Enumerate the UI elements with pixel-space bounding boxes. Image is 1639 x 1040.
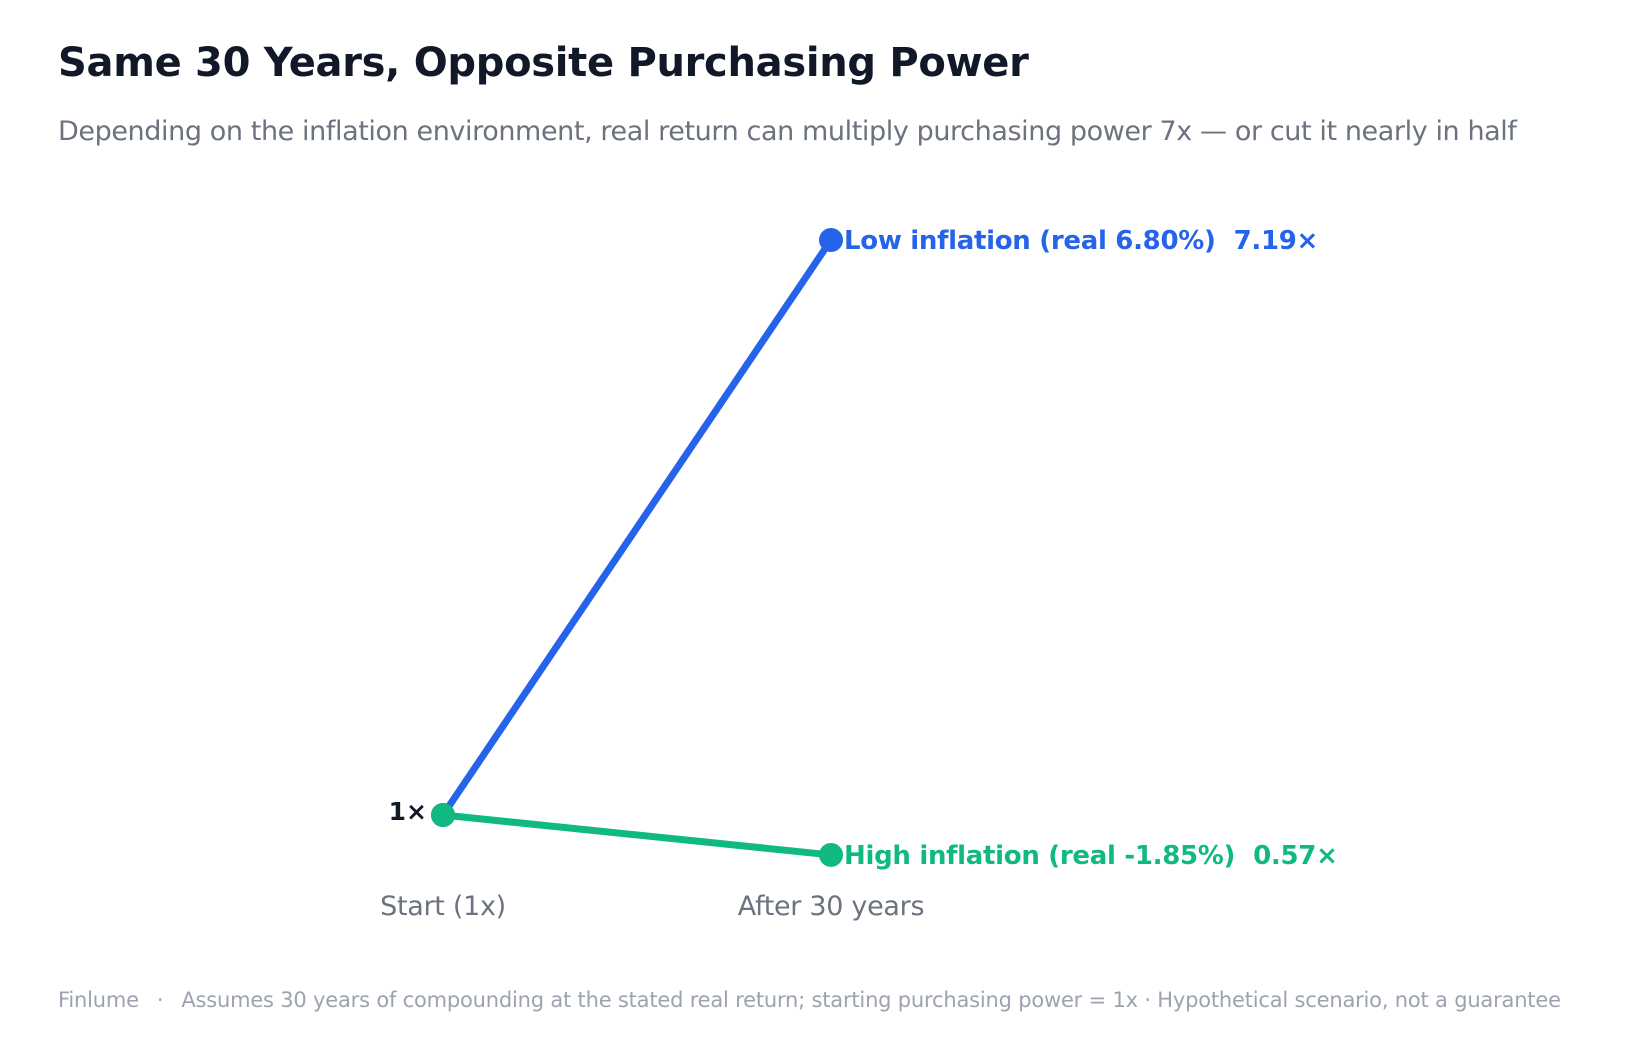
- x-tick-label-start: Start (1x): [380, 891, 506, 922]
- low-inflation-end-point: [819, 228, 843, 252]
- high-inflation-series-name: High inflation (real -1.85%): [844, 841, 1235, 871]
- x-tick-label-end: After 30 years: [738, 891, 924, 922]
- low-inflation-series-name: Low inflation (real 6.80%): [844, 226, 1216, 256]
- chart-title: Same 30 Years, Opposite Purchasing Power: [58, 40, 1029, 86]
- high-inflation-series-line: [439, 811, 835, 859]
- low-inflation-end-label: Low inflation (real 6.80%) 7.19×: [844, 226, 1318, 256]
- high-inflation-start-point: [431, 803, 455, 827]
- low-inflation-end-value: 7.19×: [1234, 226, 1318, 256]
- footer-brand: Finlume: [58, 988, 139, 1012]
- high-inflation-end-value: 0.57×: [1253, 841, 1337, 871]
- start-value-label: 1×: [389, 797, 427, 826]
- footer-note: Assumes 30 years of compounding at the s…: [181, 988, 1561, 1012]
- high-inflation-end-point: [819, 842, 843, 867]
- footer-separator: ·: [156, 988, 164, 1012]
- low-inflation-series-line: [439, 236, 835, 819]
- chart-subtitle: Depending on the inflation environment, …: [58, 116, 1517, 147]
- high-inflation-end-label: High inflation (real -1.85%) 0.57×: [844, 841, 1338, 871]
- footer: Finlume · Assumes 30 years of compounding …: [58, 988, 1561, 1012]
